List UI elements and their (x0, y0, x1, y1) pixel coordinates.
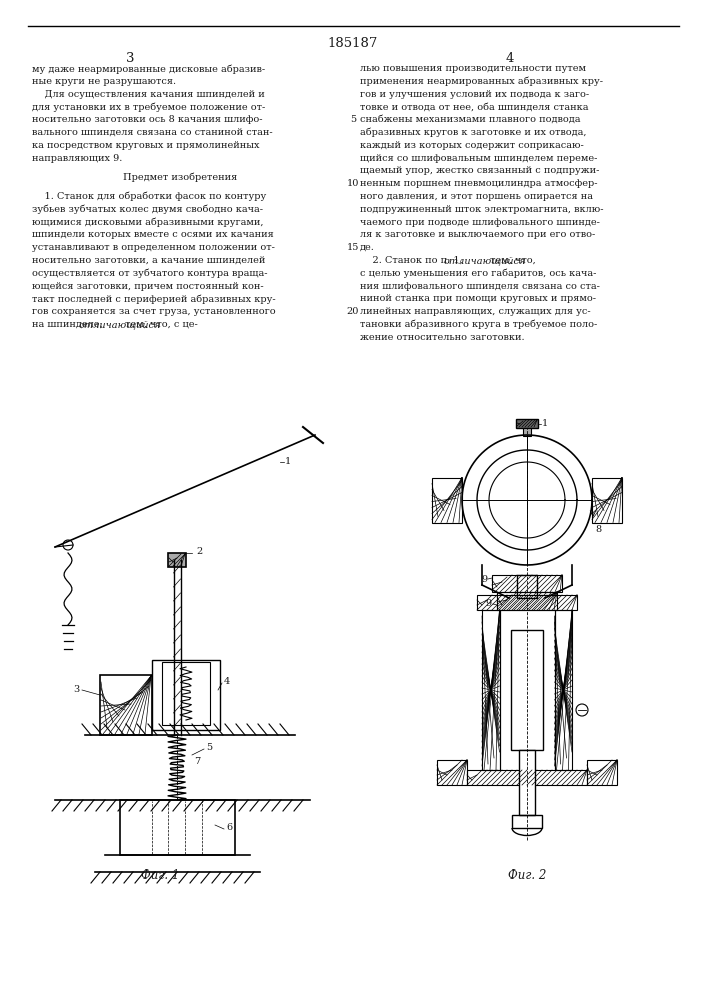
Text: применения неармированных абразивных кру-: применения неармированных абразивных кру… (360, 77, 603, 86)
Text: тем, что, с це-: тем, что, с це- (122, 320, 198, 329)
Text: линейных направляющих, служащих для ус-: линейных направляющих, служащих для ус- (360, 307, 590, 316)
Bar (592, 478, 622, 522)
Text: носительно заготовки ось 8 качания шлифо-: носительно заготовки ось 8 качания шлифо… (32, 115, 262, 124)
Bar (523, 428, 531, 436)
Text: ющейся заготовки, причем постоянный кон-: ющейся заготовки, причем постоянный кон- (32, 282, 264, 291)
Bar (519, 750, 535, 815)
Text: с целью уменьшения его габаритов, ось кача-: с целью уменьшения его габаритов, ось ка… (360, 269, 597, 278)
Bar (512, 815, 542, 828)
Text: осуществляется от зубчатого контура враща-: осуществляется от зубчатого контура вращ… (32, 269, 267, 278)
Bar (437, 760, 467, 785)
Text: щаемый упор, жестко связанный с подпружи-: щаемый упор, жестко связанный с подпружи… (360, 166, 600, 175)
Text: на шпинделе,: на шпинделе, (32, 320, 106, 329)
Text: ниной станка при помощи круговых и прямо-: ниной станка при помощи круговых и прямо… (360, 294, 596, 303)
Bar (467, 770, 587, 785)
Text: вального шпинделя связана со станиной стан-: вального шпинделя связана со станиной ст… (32, 128, 273, 137)
Text: тановки абразивного круга в требуемое поло-: тановки абразивного круга в требуемое по… (360, 320, 597, 329)
Text: ния шлифовального шпинделя связана со ста-: ния шлифовального шпинделя связана со ст… (360, 282, 600, 291)
Text: лью повышения производительности путем: лью повышения производительности путем (360, 64, 586, 73)
Text: 5: 5 (206, 744, 212, 752)
Text: 15: 15 (347, 243, 359, 252)
Text: 7: 7 (194, 758, 200, 766)
Text: жение относительно заготовки.: жение относительно заготовки. (360, 333, 525, 342)
Text: зубьев зубчатых колес двумя свободно кача-: зубьев зубчатых колес двумя свободно кач… (32, 205, 263, 214)
Bar (516, 419, 538, 428)
Text: чаемого при подводе шлифовального шпинде-: чаемого при подводе шлифовального шпинде… (360, 218, 600, 227)
Text: отличающийся: отличающийся (443, 256, 526, 265)
Bar (477, 595, 577, 610)
Text: Предмет изобретения: Предмет изобретения (123, 173, 237, 182)
Text: абразивных кругов к заготовке и их отвода,: абразивных кругов к заготовке и их отвод… (360, 128, 587, 137)
Text: 2: 2 (196, 548, 202, 556)
Text: ющимися дисковыми абразивными кругами,: ющимися дисковыми абразивными кругами, (32, 218, 264, 227)
Bar (162, 662, 210, 725)
Text: му даже неармированные дисковые абразив-: му даже неармированные дисковые абразив- (32, 64, 265, 74)
Text: 5: 5 (350, 115, 356, 124)
Bar (482, 610, 500, 770)
Text: щийся со шлифовальным шпинделем переме-: щийся со шлифовальным шпинделем переме- (360, 154, 597, 163)
Text: гов и улучшения условий их подвода к заго-: гов и улучшения условий их подвода к заг… (360, 90, 589, 99)
Bar (120, 800, 235, 855)
Text: устанавливают в определенном положении от-: устанавливают в определенном положении о… (32, 243, 275, 252)
Text: 1: 1 (542, 420, 548, 428)
Text: каждый из которых содержит соприкасаю-: каждый из которых содержит соприкасаю- (360, 141, 584, 150)
Text: 8: 8 (595, 526, 601, 534)
Text: товке и отвода от нее, оба шпинделя станка: товке и отвода от нее, оба шпинделя стан… (360, 102, 588, 111)
Text: 1. Станок для обработки фасок по контуру: 1. Станок для обработки фасок по контуру (32, 192, 267, 201)
Bar (497, 592, 557, 610)
Text: 6: 6 (226, 824, 232, 832)
Text: шпиндели которых вместе с осями их качания: шпиндели которых вместе с осями их качан… (32, 230, 274, 239)
Text: отличающийся: отличающийся (79, 320, 162, 329)
Text: ка посредством круговых и прямолинейных: ка посредством круговых и прямолинейных (32, 141, 259, 150)
Bar (100, 675, 152, 735)
Text: 9: 9 (481, 574, 487, 584)
Text: Фиг. 2: Фиг. 2 (508, 869, 547, 882)
Bar (152, 660, 220, 730)
Text: 20: 20 (347, 307, 359, 316)
Bar (517, 575, 537, 598)
Bar (432, 478, 462, 522)
Text: ные круги не разрушаются.: ные круги не разрушаются. (32, 77, 176, 86)
Text: гов сохраняется за счет груза, установленного: гов сохраняется за счет груза, установле… (32, 307, 276, 316)
Text: тем, что,: тем, что, (486, 256, 535, 265)
Bar (554, 610, 572, 770)
Text: 4: 4 (224, 678, 230, 686)
Text: ного давления, и этот поршень опирается на: ного давления, и этот поршень опирается … (360, 192, 593, 201)
Text: 1: 1 (285, 458, 291, 466)
Text: ля к заготовке и выключаемого при его отво-: ля к заготовке и выключаемого при его от… (360, 230, 595, 239)
Bar (168, 553, 186, 567)
Text: 185187: 185187 (328, 37, 378, 50)
Text: 3: 3 (126, 52, 134, 65)
Text: 2. Станок по п. 1,: 2. Станок по п. 1, (360, 256, 466, 265)
Text: снабжены механизмами плавного подвода: снабжены механизмами плавного подвода (360, 115, 580, 124)
Text: Для осуществления качания шпинделей и: Для осуществления качания шпинделей и (32, 90, 264, 99)
Text: такт последней с периферией абразивных кру-: такт последней с периферией абразивных к… (32, 294, 276, 304)
Text: Фиг. 1: Фиг. 1 (141, 869, 179, 882)
Text: носительно заготовки, а качание шпинделей: носительно заготовки, а качание шпинделе… (32, 256, 265, 265)
Text: 10: 10 (347, 179, 359, 188)
Bar (511, 630, 543, 750)
Text: ненным поршнем пневмоцилиндра атмосфер-: ненным поршнем пневмоцилиндра атмосфер- (360, 179, 597, 188)
Bar (587, 760, 617, 785)
Text: для установки их в требуемое положение от-: для установки их в требуемое положение о… (32, 102, 265, 112)
Text: направляющих 9.: направляющих 9. (32, 154, 122, 163)
Text: 9: 9 (486, 599, 492, 608)
Text: 3: 3 (74, 686, 80, 694)
Text: 4: 4 (506, 52, 514, 65)
Bar (492, 575, 562, 592)
Text: де.: де. (360, 243, 375, 252)
Text: подпружиненный шток электромагнита, вклю-: подпружиненный шток электромагнита, вклю… (360, 205, 604, 214)
